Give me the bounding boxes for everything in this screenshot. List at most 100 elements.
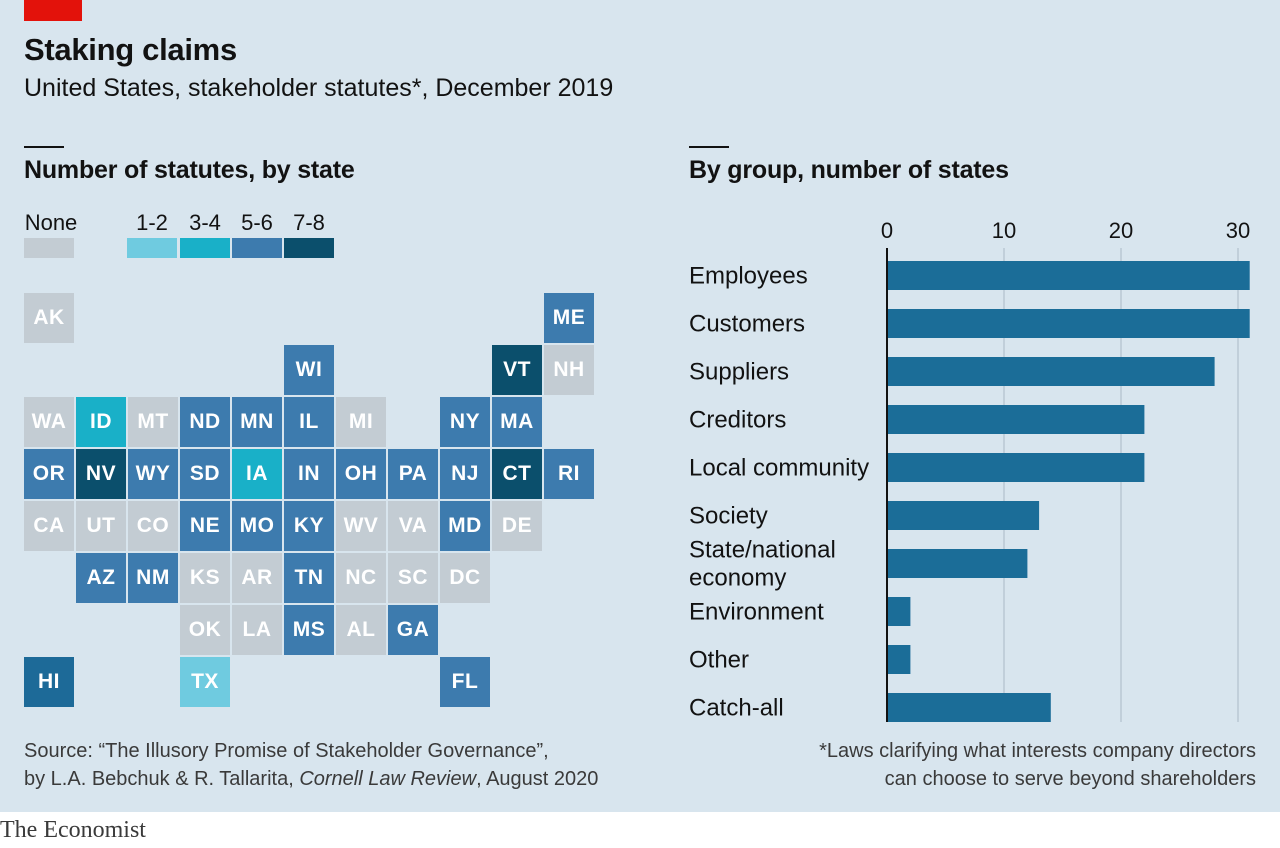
state-tile-mi: MI xyxy=(336,397,386,447)
state-tile-ok: OK xyxy=(180,605,230,655)
state-tile-tx: TX xyxy=(180,657,230,707)
bar-chart: 0 10 20 30 Employees Customers Suppliers Credit… xyxy=(689,218,1250,722)
state-tile-ca: CA xyxy=(24,501,74,551)
bar-title-rule xyxy=(689,146,729,148)
x-tick-label: 30 xyxy=(1226,218,1250,243)
state-tile-sc: SC xyxy=(388,553,438,603)
state-tile-vt: VT xyxy=(492,345,542,395)
legend-swatch-5-6 xyxy=(232,238,282,258)
state-tile-mo: MO xyxy=(232,501,282,551)
footnote-line-2: can choose to serve beyond shareholders xyxy=(884,768,1256,790)
state-tile-ny: NY xyxy=(440,397,490,447)
x-tick-label: 10 xyxy=(992,218,1016,243)
x-tick-label: 0 xyxy=(881,218,893,243)
state-tile-sd: SD xyxy=(180,449,230,499)
category-label: Customers xyxy=(689,311,805,338)
state-tile-md: MD xyxy=(440,501,490,551)
state-tile-tn: TN xyxy=(284,553,334,603)
state-tile-nj: NJ xyxy=(440,449,490,499)
state-tile-la: LA xyxy=(232,605,282,655)
bar-3 xyxy=(887,405,1145,434)
state-tile-wa: WA xyxy=(24,397,74,447)
state-tile-va: VA xyxy=(388,501,438,551)
state-tile-dc: DC xyxy=(440,553,490,603)
source-date: , August 2020 xyxy=(476,768,599,790)
state-tile-nm: NM xyxy=(128,553,178,603)
state-tile-ak: AK xyxy=(24,293,74,343)
legend-swatch-none xyxy=(24,238,74,258)
legend-swatch-1-2 xyxy=(127,238,177,258)
state-tile-or: OR xyxy=(24,449,74,499)
category-label: Catch-all xyxy=(689,695,784,722)
category-label: Creditors xyxy=(689,407,786,434)
state-tile-wi: WI xyxy=(284,345,334,395)
state-tile-ms: MS xyxy=(284,605,334,655)
legend-label-7-8: 7-8 xyxy=(293,210,325,235)
state-tile-id: ID xyxy=(76,397,126,447)
map-title: Number of statutes, by state xyxy=(24,156,355,184)
chart-subtitle: United States, stakeholder statutes*, De… xyxy=(24,74,614,102)
state-tile-ks: KS xyxy=(180,553,230,603)
category-label: Local community xyxy=(689,455,869,482)
state-tile-wy: WY xyxy=(128,449,178,499)
map-title-rule xyxy=(24,146,64,148)
state-tile-nc: NC xyxy=(336,553,386,603)
x-tick-label: 20 xyxy=(1109,218,1133,243)
category-label: Environment xyxy=(689,599,824,626)
source-line-1: Source: “The Illusory Promise of Stakeho… xyxy=(24,740,549,762)
category-label: Employees xyxy=(689,263,808,290)
state-tile-nd: ND xyxy=(180,397,230,447)
bar-8 xyxy=(887,645,911,674)
category-label: State/national xyxy=(689,537,836,564)
state-tile-nv: NV xyxy=(76,449,126,499)
bar-9 xyxy=(887,693,1051,722)
state-tile-ia: IA xyxy=(232,449,282,499)
legend-label-5-6: 5-6 xyxy=(241,210,273,235)
chart-panel: Staking claims United States, stakeholde… xyxy=(0,0,1280,812)
state-tile-fl: FL xyxy=(440,657,490,707)
state-tile-wv: WV xyxy=(336,501,386,551)
legend-label-1-2: 1-2 xyxy=(136,210,168,235)
legend-swatch-7-8 xyxy=(284,238,334,258)
legend-label-3-4: 3-4 xyxy=(189,210,221,235)
state-tile-ne: NE xyxy=(180,501,230,551)
footnote-line-1: *Laws clarifying what interests company … xyxy=(819,740,1256,762)
state-tile-ar: AR xyxy=(232,553,282,603)
bar-6 xyxy=(887,549,1028,578)
state-tile-ga: GA xyxy=(388,605,438,655)
state-tile-ma: MA xyxy=(492,397,542,447)
economist-logo: The Economist xyxy=(0,817,146,843)
state-tile-al: AL xyxy=(336,605,386,655)
bar-2 xyxy=(887,357,1215,386)
source-line-2: by L.A. Bebchuk & R. Tallarita, Cornell … xyxy=(24,768,598,791)
state-tile-de: DE xyxy=(492,501,542,551)
bar-5 xyxy=(887,501,1040,530)
state-tile-ut: UT xyxy=(76,501,126,551)
state-tile-mt: MT xyxy=(128,397,178,447)
state-tile-hi: HI xyxy=(24,657,74,707)
state-tile-co: CO xyxy=(128,501,178,551)
category-label: Society xyxy=(689,503,768,530)
chart-title: Staking claims xyxy=(24,32,237,67)
state-tile-me: ME xyxy=(544,293,594,343)
bar-7 xyxy=(887,597,911,626)
category-label: economy xyxy=(689,565,786,592)
legend-label-none: None xyxy=(24,210,78,235)
state-tile-az: AZ xyxy=(76,553,126,603)
bar-1 xyxy=(887,309,1250,338)
source-journal: Cornell Law Review xyxy=(299,768,477,790)
state-tile-ri: RI xyxy=(544,449,594,499)
state-tile-ct: CT xyxy=(492,449,542,499)
legend-swatch-3-4 xyxy=(180,238,230,258)
state-tile-ky: KY xyxy=(284,501,334,551)
state-tile-in: IN xyxy=(284,449,334,499)
state-tile-pa: PA xyxy=(388,449,438,499)
state-tile-il: IL xyxy=(284,397,334,447)
category-label: Suppliers xyxy=(689,359,789,386)
bar-chart-title: By group, number of states xyxy=(689,156,1009,184)
bar-0 xyxy=(887,261,1250,290)
state-tile-oh: OH xyxy=(336,449,386,499)
state-tile-mn: MN xyxy=(232,397,282,447)
source-authors: by L.A. Bebchuk & R. Tallarita, xyxy=(24,768,300,790)
state-tile-nh: NH xyxy=(544,345,594,395)
